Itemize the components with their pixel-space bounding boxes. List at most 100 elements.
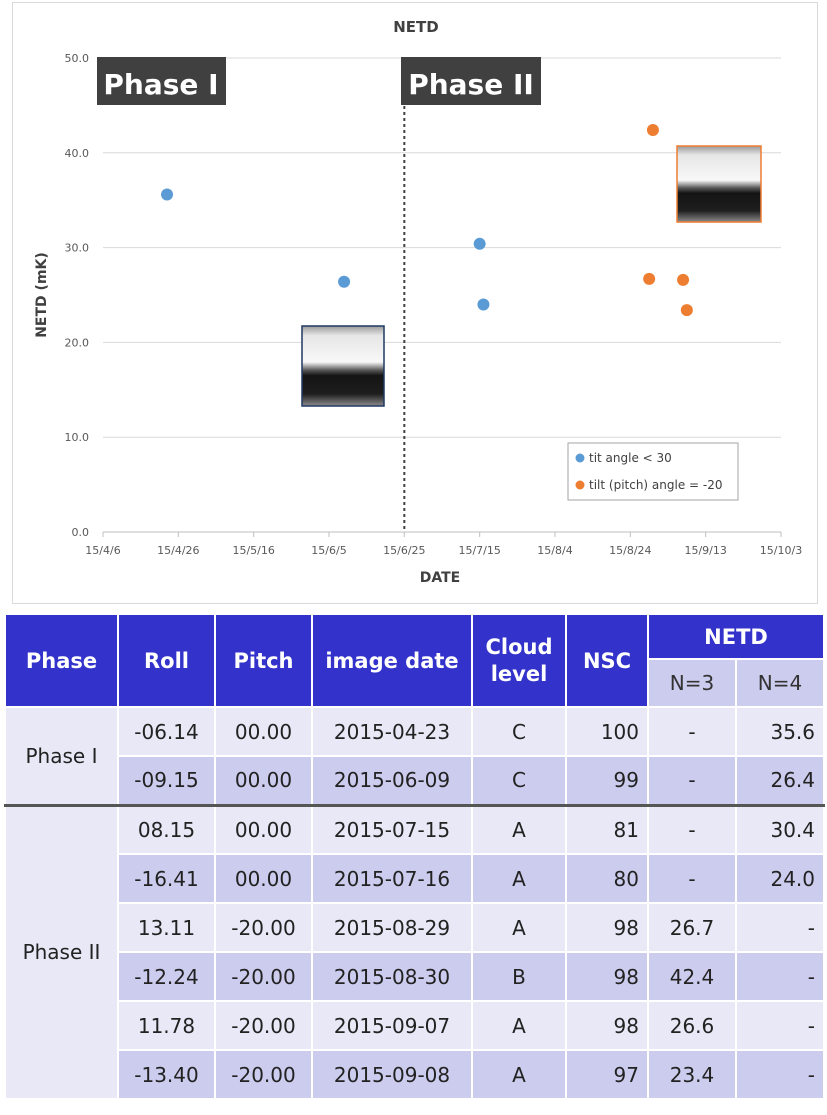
x-tick-label: 15/5/16 — [232, 544, 274, 557]
netd-n4-cell: - — [735, 1000, 825, 1051]
date-cell: 2015-08-30 — [311, 951, 473, 1002]
cloud-level-cell: C — [471, 755, 567, 806]
data-point-series-2 — [643, 272, 656, 285]
x-tick-label: 15/8/4 — [537, 544, 572, 557]
y-tick-label: 50.0 — [65, 52, 90, 65]
chart-frame: NETD 0.0 10.0 20.0 30.0 40.0 50.0 15/4/6 15/4/… — [12, 2, 818, 604]
data-point-series-1 — [473, 237, 486, 250]
table-row: Phase I -06.14 00.00 2015-04-23 C 100-35.6 — [4, 706, 825, 806]
y-tick-labels: 0.0 10.0 20.0 30.0 40.0 50.0 — [65, 52, 90, 539]
netd-n4-cell: 26.4 — [735, 755, 825, 806]
netd-n3-cell: - — [647, 803, 737, 855]
thermal-inset-phase-1 — [301, 325, 385, 407]
netd-n3-cell: - — [647, 706, 737, 757]
roll-cell: -09.15 — [117, 755, 216, 806]
data-point-series-1 — [477, 298, 490, 311]
table-row: 13.11 -20.00 2015-08-29 A 98 26.7- — [5, 902, 825, 953]
data-point-series-1 — [338, 275, 351, 288]
roll-cell: 11.78 — [117, 1000, 216, 1051]
nsc-cell: 100 — [565, 706, 649, 757]
legend-marker-orange — [575, 480, 585, 490]
x-tick-label: 15/10/3 — [760, 544, 802, 557]
table-row: -09.15 00.00 2015-06-09 C 99-26.4 — [5, 755, 825, 806]
data-point-series-2 — [677, 273, 690, 286]
date-cell: 2015-07-16 — [311, 853, 473, 904]
netd-n4-cell: 24.0 — [735, 853, 825, 904]
header-n4: N=4 — [735, 658, 825, 708]
netd-data-table: Phase Roll Pitch image date Cloud level … — [4, 613, 825, 1100]
nsc-cell: 97 — [565, 1049, 649, 1100]
header-image-date: image date — [311, 613, 473, 708]
x-tick-label: 15/6/5 — [311, 544, 346, 557]
roll-cell: 13.11 — [117, 902, 216, 953]
phase-1-label-box: Phase I — [97, 57, 226, 105]
netd-n4-cell: - — [735, 951, 825, 1002]
header-roll: Roll — [117, 613, 216, 708]
y-tick-label: 20.0 — [65, 336, 90, 349]
netd-n4-cell: - — [735, 1049, 825, 1100]
y-tick-label: 30.0 — [65, 242, 90, 255]
legend-label-series-2: tilt (pitch) angle = -20 — [589, 478, 723, 492]
data-point-series-2 — [646, 124, 659, 137]
table-row: Phase II 08.15 00.00 2015-07-15 A 81-30.4 — [4, 803, 825, 1100]
phase-1-label: Phase I — [103, 68, 218, 101]
nsc-cell: 99 — [565, 755, 649, 806]
nsc-cell: 98 — [565, 1000, 649, 1051]
table-row: -12.24 -20.00 2015-08-30 B 98 42.4- — [5, 951, 825, 1002]
y-tick-label: 0.0 — [72, 526, 90, 539]
date-cell: 2015-07-15 — [311, 803, 473, 855]
roll-cell: -12.24 — [117, 951, 216, 1002]
x-axis-title: DATE — [420, 570, 460, 586]
nsc-cell: 81 — [565, 803, 649, 855]
nsc-cell: 98 — [565, 902, 649, 953]
x-tick-label: 15/4/26 — [157, 544, 199, 557]
header-netd: NETD — [647, 613, 825, 660]
pitch-cell: -20.00 — [214, 1000, 313, 1051]
legend-label-series-1: tit angle < 30 — [589, 451, 672, 465]
header-pitch: Pitch — [214, 613, 313, 708]
phase-2-label: Phase II — [408, 68, 534, 101]
date-cell: 2015-04-23 — [311, 706, 473, 757]
roll-cell: -16.41 — [117, 853, 216, 904]
netd-n3-cell: 42.4 — [647, 951, 737, 1002]
nsc-cell: 80 — [565, 853, 649, 904]
pitch-cell: 00.00 — [214, 803, 313, 855]
cloud-level-cell: A — [471, 853, 567, 904]
cloud-level-cell: C — [471, 706, 567, 757]
y-axis-title: NETD (mK) — [34, 252, 50, 338]
cloud-level-cell: A — [471, 1000, 567, 1051]
roll-cell: 08.15 — [117, 803, 216, 855]
netd-n3-cell: 23.4 — [647, 1049, 737, 1100]
netd-n4-cell: 30.4 — [735, 803, 825, 855]
roll-cell: -13.40 — [117, 1049, 216, 1100]
date-cell: 2015-06-09 — [311, 755, 473, 806]
header-cloud-level: Cloud level — [471, 613, 567, 708]
x-tick-label: 15/8/24 — [609, 544, 651, 557]
data-point-series-1 — [161, 188, 174, 201]
phase-2-label-box: Phase II — [401, 57, 541, 105]
table-row: -13.40 -20.00 2015-09-08 A 97 23.4- — [5, 1049, 825, 1100]
data-point-series-2 — [680, 304, 693, 317]
date-cell: 2015-09-07 — [311, 1000, 473, 1051]
netd-n4-cell: - — [735, 902, 825, 953]
date-cell: 2015-09-08 — [311, 1049, 473, 1100]
header-nsc: NSC — [565, 613, 649, 708]
y-tick-label: 40.0 — [65, 147, 90, 160]
phase-2-cell: Phase II — [4, 803, 119, 1100]
netd-n3-cell: 26.7 — [647, 902, 737, 953]
x-tick-labels: 15/4/6 15/4/26 15/5/16 15/6/5 15/6/25 15/7/15… — [85, 544, 802, 557]
legend-marker-blue — [575, 453, 585, 463]
netd-n3-cell: 26.6 — [647, 1000, 737, 1051]
cloud-level-cell: A — [471, 1049, 567, 1100]
netd-scatter-chart: NETD 0.010.020.030.040.050.0 15/4/6 15/4/… — [34, 18, 802, 586]
pitch-cell: -20.00 — [214, 902, 313, 953]
data-points — [161, 124, 693, 317]
y-tick-label: 10.0 — [65, 431, 90, 444]
header-n3: N=3 — [647, 658, 737, 708]
netd-n3-cell: - — [647, 755, 737, 806]
x-tick-label: 15/4/6 — [85, 544, 120, 557]
table-row: -16.41 00.00 2015-07-16 A 80-24.0 — [5, 853, 825, 904]
date-cell: 2015-08-29 — [311, 902, 473, 953]
x-tick-label: 15/9/13 — [684, 544, 726, 557]
phase-1-cell: Phase I — [4, 706, 119, 806]
